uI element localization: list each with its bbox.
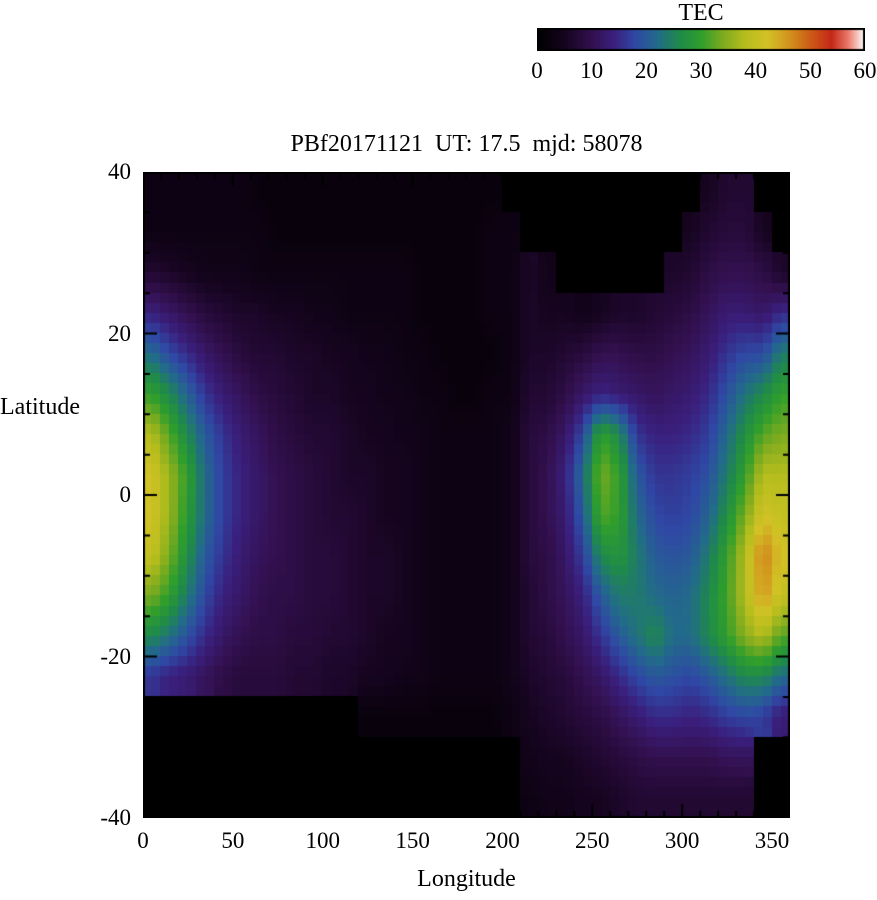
- colorbar-tick-label: 50: [798, 58, 822, 83]
- colorbar-tick-label: 10: [580, 58, 604, 83]
- x-axis-label: Longitude: [417, 866, 516, 892]
- colorbar-tick-label: 0: [531, 58, 543, 83]
- x-tick-label: 50: [221, 828, 245, 853]
- y-tick-label: -40: [100, 805, 131, 830]
- colorbar-title: TEC: [678, 0, 724, 26]
- y-axis-label: Latitude: [0, 394, 80, 420]
- colorbar-tick-label: 30: [689, 58, 713, 83]
- x-tick-label: 100: [305, 828, 340, 853]
- colorbar-tick-label: 20: [634, 58, 658, 83]
- plot-title: PBf20171121 UT: 17.5 mjd: 58078: [290, 131, 643, 157]
- x-tick-label: 150: [395, 828, 430, 853]
- y-tick-label: 40: [108, 159, 131, 184]
- tec-heatmap: [143, 172, 790, 818]
- x-tick-label: 0: [137, 828, 149, 853]
- x-tick-label: 200: [485, 828, 520, 853]
- y-tick-label: 0: [119, 482, 132, 507]
- colorbar-gradient: [537, 28, 865, 51]
- colorbar-tick-labels: 0 10 20 30 40 50 60: [531, 58, 876, 86]
- colorbar-tick-label: 60: [853, 58, 877, 83]
- colorbar-tick-label: 40: [744, 58, 768, 83]
- x-tick-label: 250: [575, 828, 610, 853]
- y-tick-label: 20: [108, 320, 131, 346]
- y-tick-label: -20: [100, 643, 131, 669]
- x-tick-label: 350: [754, 828, 790, 853]
- x-tick-label: 300: [664, 828, 700, 853]
